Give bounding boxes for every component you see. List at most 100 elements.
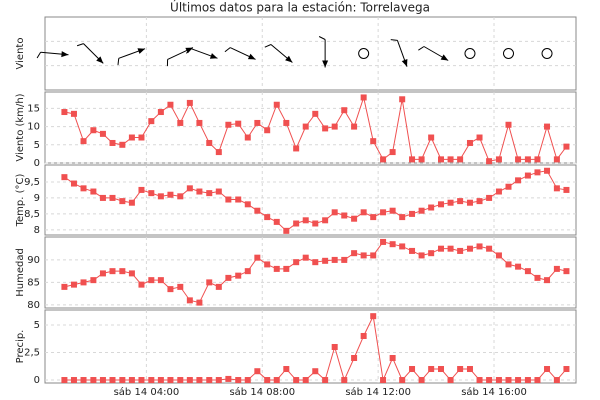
panel-frame	[44, 16, 577, 91]
arrow-tail	[117, 58, 120, 66]
y-tick-label: 10	[27, 122, 40, 133]
wind-arrow	[36, 51, 69, 59]
y-tick-label: 5	[34, 320, 40, 331]
data-point	[544, 123, 551, 130]
data-point	[505, 121, 512, 128]
data-point	[148, 118, 155, 125]
data-point	[119, 377, 126, 384]
data-point	[61, 283, 68, 290]
y-axis-label: Humedad	[15, 248, 26, 297]
data-point	[399, 214, 406, 221]
data-point	[438, 366, 445, 373]
panel-frame	[44, 91, 577, 164]
data-point	[244, 134, 251, 141]
data-point	[409, 247, 416, 254]
data-point	[61, 174, 68, 181]
data-point	[235, 120, 242, 127]
data-point	[351, 355, 358, 362]
data-point	[70, 281, 77, 288]
data-point	[428, 134, 435, 141]
data-point	[167, 191, 174, 198]
y-tick-label: 90	[27, 255, 40, 266]
data-point	[186, 377, 193, 384]
data-point	[438, 156, 445, 163]
data-point	[157, 193, 164, 200]
data-point	[254, 254, 261, 261]
data-point	[476, 198, 483, 205]
data-point	[264, 214, 271, 221]
data-point	[409, 156, 416, 163]
data-point	[254, 207, 261, 214]
data-point	[476, 243, 483, 250]
data-point	[399, 96, 406, 103]
data-point	[90, 277, 97, 284]
data-point	[302, 123, 309, 130]
data-point	[215, 283, 222, 290]
data-point	[177, 193, 184, 200]
data-point	[283, 265, 290, 272]
data-point	[457, 198, 464, 205]
data-point	[331, 256, 338, 263]
wind-arrow	[185, 48, 218, 59]
wind-arrow	[390, 39, 408, 67]
data-point	[109, 139, 116, 146]
data-point	[505, 261, 512, 268]
data-point	[177, 283, 184, 290]
data-point	[505, 183, 512, 190]
data-point	[90, 127, 97, 134]
data-point	[351, 250, 358, 257]
data-point	[322, 257, 329, 264]
data-point	[157, 377, 164, 384]
arrow-tail	[318, 36, 326, 40]
data-point	[457, 366, 464, 373]
data-point	[196, 188, 203, 195]
data-point	[264, 377, 271, 384]
data-point	[206, 377, 213, 384]
data-point	[495, 188, 502, 195]
data-point	[128, 377, 135, 384]
data-point	[505, 377, 512, 384]
y-tick-label: 15	[27, 103, 40, 114]
y-tick-label: 8	[34, 225, 40, 236]
data-point	[553, 265, 560, 272]
arrow-head	[96, 56, 104, 64]
data-point	[225, 274, 232, 281]
data-point	[341, 377, 348, 384]
data-point	[389, 207, 396, 214]
data-point	[399, 377, 406, 384]
data-point	[515, 263, 522, 270]
data-point	[409, 210, 416, 217]
arrow-tail	[264, 44, 272, 48]
data-point	[544, 366, 551, 373]
data-point	[553, 185, 560, 192]
data-point	[457, 156, 464, 163]
data-point	[476, 134, 483, 141]
data-point	[273, 265, 280, 272]
arrow-head	[401, 59, 408, 67]
data-point	[331, 343, 338, 350]
data-point	[380, 156, 387, 163]
data-point	[380, 209, 387, 216]
data-point	[524, 156, 531, 163]
data-point	[273, 377, 280, 384]
data-point	[61, 377, 68, 384]
data-point	[312, 368, 319, 375]
wind-arrow	[264, 44, 293, 63]
x-tick-label: sáb 14 16:00	[461, 386, 527, 398]
data-point	[438, 201, 445, 208]
data-point	[457, 247, 464, 254]
data-point	[138, 134, 145, 141]
data-point	[370, 138, 377, 145]
data-point	[99, 194, 106, 201]
arrow-head	[209, 53, 218, 59]
chart-title: Últimos datos para la estación: Torrelav…	[170, 0, 430, 15]
data-point	[119, 141, 126, 148]
data-point	[486, 245, 493, 252]
data-point	[196, 377, 203, 384]
y-axis-label: Precip.	[15, 330, 26, 364]
arrow-head	[440, 54, 449, 61]
data-point	[312, 220, 319, 227]
arrow-tail	[224, 47, 231, 53]
wind-arrow	[318, 36, 329, 68]
x-tick-label: sáb 14 12:00	[345, 386, 411, 398]
